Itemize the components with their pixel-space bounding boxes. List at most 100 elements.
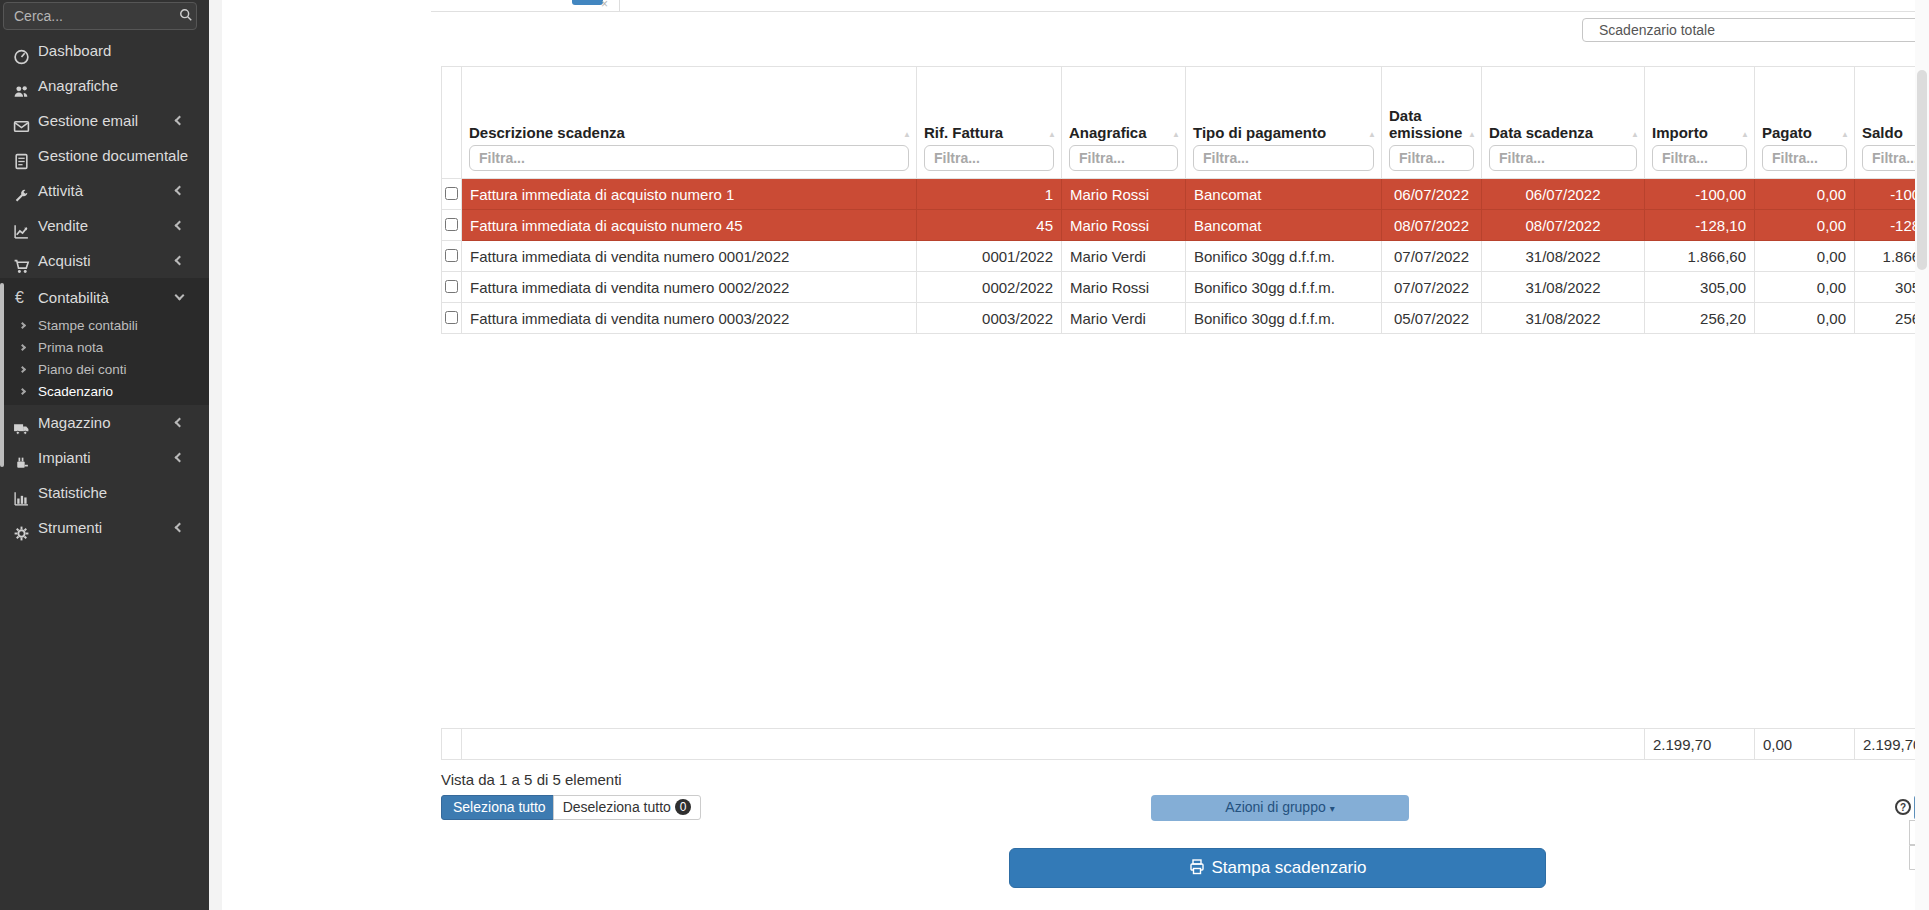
cell-importo: -128,10	[1645, 210, 1755, 241]
cell-importo: -100,00	[1645, 179, 1755, 210]
group-actions-button[interactable]: Azioni di gruppo ▾	[1151, 795, 1409, 821]
tab-close-icon[interactable]: ×	[601, 0, 608, 11]
column-label: Data scadenza	[1489, 124, 1593, 141]
table-row[interactable]: Fattura immediata di vendita numero 0002…	[442, 272, 1929, 303]
cell-anagrafica: Mario Rossi	[1062, 179, 1186, 210]
tab-divider	[619, 0, 620, 11]
row-checkbox[interactable]	[445, 280, 458, 293]
sidebar-subitem-stampe-contabili[interactable]: Stampe contabili	[0, 315, 209, 337]
main-content: × Scadenzario totale × ▾ Descrizione sca…	[209, 0, 1929, 910]
sidebar-subitem-label: Stampe contabili	[38, 318, 138, 333]
filter-tipo-input[interactable]	[1193, 145, 1374, 171]
sidebar-subitem-scadenzario[interactable]: Scadenzario	[0, 381, 209, 403]
chevron-right-icon	[19, 388, 26, 395]
cell-anagrafica: Mario Rossi	[1062, 272, 1186, 303]
cell-scadenza: 06/07/2022	[1482, 179, 1645, 210]
col-data-emissione[interactable]: Data emissione▲	[1382, 67, 1482, 179]
sidebar-item-impianti[interactable]: Impianti	[0, 440, 209, 475]
sidebar-item-magazzino[interactable]: Magazzino	[0, 405, 209, 440]
col-tipo-pagamento[interactable]: Tipo di pagamento▲	[1186, 67, 1382, 179]
deselect-all-button[interactable]: Deseleziona tutto 0	[553, 795, 702, 820]
chevron-left-icon	[175, 418, 185, 428]
cell-pagato: 0,00	[1755, 241, 1855, 272]
printer-icon	[1189, 859, 1205, 875]
col-rif-fattura[interactable]: Rif. Fattura▲	[917, 67, 1062, 179]
sidebar-item-label: Gestione documentale	[38, 147, 188, 164]
table-row[interactable]: Fattura immediata di vendita numero 0003…	[442, 303, 1929, 334]
cell-scadenza: 31/08/2022	[1482, 303, 1645, 334]
filter-rif-input[interactable]	[924, 145, 1054, 171]
sort-icon[interactable]: ▲	[1741, 130, 1749, 139]
sidebar-subitem-prima-nota[interactable]: Prima nota	[0, 337, 209, 359]
cell-importo: 256,20	[1645, 303, 1755, 334]
cell-emissione: 07/07/2022	[1382, 272, 1482, 303]
cell-descrizione: Fattura immediata di vendita numero 0002…	[462, 272, 917, 303]
cell-tipo: Bonifico 30gg d.f.f.m.	[1186, 241, 1382, 272]
cell-descrizione: Fattura immediata di vendita numero 0001…	[462, 241, 917, 272]
chevron-left-icon	[175, 453, 185, 463]
column-label: Descrizione scadenza	[469, 124, 625, 141]
cell-rif: 0002/2022	[917, 272, 1062, 303]
sort-icon[interactable]: ▲	[903, 130, 911, 139]
pagination-info: Vista da 1 a 5 di 5 elementi	[441, 771, 622, 788]
table-row[interactable]: Fattura immediata di acquisto numero 45 …	[442, 210, 1929, 241]
sidebar-item-label: Impianti	[38, 449, 91, 466]
sidebar-item-attivita[interactable]: Attività	[0, 173, 209, 208]
select-all-button[interactable]: Seleziona tutto	[441, 795, 558, 820]
active-tab-indicator[interactable]	[572, 0, 603, 5]
table-row[interactable]: Fattura immediata di acquisto numero 1 1…	[442, 179, 1929, 210]
cell-anagrafica: Mario Rossi	[1062, 210, 1186, 241]
col-descrizione[interactable]: Descrizione scadenza ▲	[462, 67, 917, 179]
row-checkbox[interactable]	[445, 187, 458, 200]
sidebar-subitem-label: Prima nota	[38, 340, 103, 355]
sidebar-subitem-piano-dei-conti[interactable]: Piano dei conti	[0, 359, 209, 381]
sort-icon[interactable]: ▲	[1048, 130, 1056, 139]
col-data-scadenza[interactable]: Data scadenza ▲	[1482, 67, 1645, 179]
col-anagrafica[interactable]: Anagrafica ▲	[1062, 67, 1186, 179]
sidebar-item-strumenti[interactable]: Strumenti	[0, 510, 209, 545]
filter-emissione-input[interactable]	[1389, 145, 1474, 171]
col-importo[interactable]: Importo ▲	[1645, 67, 1755, 179]
sort-icon[interactable]: ▲	[1841, 130, 1849, 139]
sidebar-item-statistiche[interactable]: Statistiche	[0, 475, 209, 510]
help-icon[interactable]: ?	[1895, 799, 1911, 815]
sort-icon[interactable]: ▲	[1631, 130, 1639, 139]
sidebar-scrollbar-thumb[interactable]	[0, 283, 4, 467]
column-label: Importo	[1652, 124, 1708, 141]
search-icon[interactable]	[179, 8, 193, 26]
sidebar-item-label: Statistiche	[38, 484, 107, 501]
schedule-type-select[interactable]: Scadenzario totale × ▾	[1582, 18, 1929, 42]
column-label: Anagrafica	[1069, 124, 1147, 141]
sidebar-item-gestione-documentale[interactable]: Gestione documentale	[0, 138, 209, 173]
print-schedule-button[interactable]: Stampa scadenzario	[1009, 848, 1546, 888]
col-pagato[interactable]: Pagato▲	[1755, 67, 1855, 179]
cell-rif: 0003/2022	[917, 303, 1062, 334]
page-scrollbar-thumb[interactable]	[1917, 70, 1927, 270]
sort-icon[interactable]: ▲	[1172, 130, 1180, 139]
row-checkbox[interactable]	[445, 218, 458, 231]
filter-descrizione-input[interactable]	[469, 145, 909, 171]
sort-icon[interactable]: ▲	[1368, 130, 1376, 139]
row-checkbox[interactable]	[445, 311, 458, 324]
sidebar-item-dashboard[interactable]: Dashboard	[0, 33, 209, 68]
row-checkbox[interactable]	[445, 249, 458, 262]
totals-importo: 2.199,70	[1645, 729, 1755, 760]
table-row[interactable]: Fattura immediata di vendita numero 0001…	[442, 241, 1929, 272]
filter-anagrafica-input[interactable]	[1069, 145, 1178, 171]
sidebar-item-anagrafiche[interactable]: Anagrafiche	[0, 68, 209, 103]
filter-importo-input[interactable]	[1652, 145, 1747, 171]
search-input[interactable]	[3, 2, 197, 30]
filter-scadenza-input[interactable]	[1489, 145, 1637, 171]
cell-importo: 1.866,60	[1645, 241, 1755, 272]
cell-descrizione: Fattura immediata di vendita numero 0003…	[462, 303, 917, 334]
filter-pagato-input[interactable]	[1762, 145, 1847, 171]
sidebar-item-label: Contabilità	[38, 289, 109, 306]
gear-icon	[13, 519, 30, 554]
sidebar-item-contabilita[interactable]: € Contabilità	[0, 280, 209, 315]
sidebar-item-acquisti[interactable]: Acquisti	[0, 243, 209, 278]
sidebar-item-vendite[interactable]: Vendite	[0, 208, 209, 243]
sidebar-item-gestione-email[interactable]: Gestione email	[0, 103, 209, 138]
sort-icon[interactable]: ▲	[1468, 130, 1476, 139]
sidebar-item-label: Vendite	[38, 217, 88, 234]
sidebar-item-label: Attività	[38, 182, 83, 199]
